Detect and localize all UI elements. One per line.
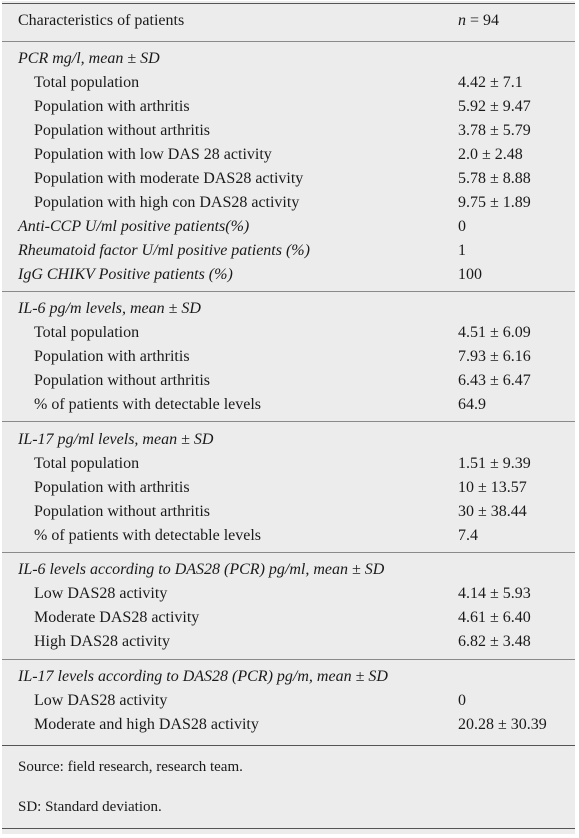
section-title-row: IL-6 levels according to DAS28 (PCR) pg/… [2, 558, 575, 582]
section-title: IL-6 levels according to DAS28 (PCR) pg/… [18, 561, 385, 578]
section-title-row: IL-6 pg/m levels, mean ± SD [2, 297, 575, 321]
section-title-row: IL-17 levels according to DAS28 (PCR) pg… [2, 665, 575, 689]
row-value: 0 [458, 692, 466, 709]
table-row: % of patients with detectable levels 7.4 [2, 524, 575, 548]
row-value: 4.51 ± 6.09 [458, 324, 531, 341]
row-value: 6.82 ± 3.48 [458, 633, 531, 650]
row-value: 10 ± 13.57 [458, 479, 527, 496]
table-row: Population without arthritis 6.43 ± 6.47 [2, 369, 575, 393]
section-title-row: PCR mg/l, mean ± SD [2, 47, 575, 71]
row-label: Population without arthritis [34, 372, 210, 389]
row-label: Population without arthritis [34, 122, 210, 139]
table-row: High DAS28 activity 6.82 ± 3.48 [2, 630, 575, 654]
footer-bottom-rule [2, 828, 575, 829]
row-value: 1 [458, 242, 466, 259]
row-value: 30 ± 38.44 [458, 503, 527, 520]
header-value-suffix: = 94 [466, 12, 500, 29]
row-value: 64.9 [458, 396, 486, 413]
row-value: 1.51 ± 9.39 [458, 455, 531, 472]
row-label: % of patients with detectable levels [34, 527, 262, 544]
row-value: 5.78 ± 8.88 [458, 170, 531, 187]
row-label: % of patients with detectable levels [34, 396, 262, 413]
table-row: Low DAS28 activity 4.14 ± 5.93 [2, 582, 575, 606]
row-value: 2.0 ± 2.48 [458, 146, 523, 163]
section-title: IL-17 levels according to DAS28 (PCR) pg… [18, 668, 388, 685]
row-label: High DAS28 activity [34, 633, 170, 650]
table-row: Population with arthritis 10 ± 13.57 [2, 476, 575, 500]
table-header-row: Characteristics of patients n = 94 [2, 9, 575, 33]
row-label: Moderate and high DAS28 activity [34, 716, 259, 733]
row-label: Population with arthritis [34, 348, 190, 365]
section-rule [2, 421, 575, 422]
header-value: n = 94 [458, 9, 499, 33]
row-label: Population with low DAS 28 activity [34, 146, 272, 163]
table-row: Anti-CCP U/ml positive patients(%) 0 [2, 215, 575, 239]
row-value: 4.61 ± 6.40 [458, 609, 531, 626]
row-label: Population with high con DAS28 activity [34, 194, 300, 211]
table-bottom-rule [2, 745, 575, 746]
header-rule [2, 41, 575, 42]
row-label: Total population [34, 455, 140, 472]
table-row: Total population 4.51 ± 6.09 [2, 321, 575, 345]
section-title: PCR mg/l, mean ± SD [18, 50, 160, 67]
row-label: Moderate DAS28 activity [34, 609, 200, 626]
row-value: 7.4 [458, 527, 478, 544]
header-value-prefix: n [458, 12, 466, 29]
table-row: IgG CHIKV Positive patients (%) 100 [2, 263, 575, 287]
row-label: Population with arthritis [34, 479, 190, 496]
table-row: Total population 1.51 ± 9.39 [2, 452, 575, 476]
table-row: Population with low DAS 28 activity 2.0 … [2, 143, 575, 167]
section-rule [2, 291, 575, 292]
header-label: Characteristics of patients [18, 12, 185, 29]
table-row: Total population 4.42 ± 7.1 [2, 71, 575, 95]
row-value: 4.14 ± 5.93 [458, 585, 531, 602]
row-label: Total population [34, 74, 140, 91]
row-label: IgG CHIKV Positive patients (%) [18, 266, 233, 283]
section-rule [2, 552, 575, 553]
sd-footnote: SD: Standard deviation. [18, 799, 162, 815]
row-label: Population with arthritis [34, 98, 190, 115]
row-label: Total population [34, 324, 140, 341]
table-row: % of patients with detectable levels 64.… [2, 393, 575, 417]
source-note: Source: field research, research team. [18, 759, 243, 775]
row-label: Population without arthritis [34, 503, 210, 520]
row-value: 3.78 ± 5.79 [458, 122, 531, 139]
row-value: 6.43 ± 6.47 [458, 372, 531, 389]
section-title-row: IL-17 pg/ml levels, mean ± SD [2, 428, 575, 452]
section-title: IL-17 pg/ml levels, mean ± SD [18, 431, 214, 448]
row-value: 4.42 ± 7.1 [458, 74, 523, 91]
table-row: Moderate and high DAS28 activity 20.28 ±… [2, 713, 575, 737]
table-row: Population with arthritis 5.92 ± 9.47 [2, 95, 575, 119]
section-rule [2, 659, 575, 660]
row-label: Low DAS28 activity [34, 692, 168, 709]
row-value: 0 [458, 218, 466, 235]
row-value: 5.92 ± 9.47 [458, 98, 531, 115]
row-label: Anti-CCP U/ml positive patients(%) [18, 218, 250, 235]
row-value: 7.93 ± 6.16 [458, 348, 531, 365]
table-row: Population without arthritis 3.78 ± 5.79 [2, 119, 575, 143]
table-row: Population without arthritis 30 ± 38.44 [2, 500, 575, 524]
table-row: Population with moderate DAS28 activity … [2, 167, 575, 191]
row-label: Rheumatoid factor U/ml positive patients… [18, 242, 310, 259]
table-row: Rheumatoid factor U/ml positive patients… [2, 239, 575, 263]
table-row: Low DAS28 activity 0 [2, 689, 575, 713]
table-row: Moderate DAS28 activity 4.61 ± 6.40 [2, 606, 575, 630]
row-value: 20.28 ± 30.39 [458, 716, 547, 733]
row-value: 9.75 ± 1.89 [458, 194, 531, 211]
row-label: Population with moderate DAS28 activity [34, 170, 304, 187]
section-title: IL-6 pg/m levels, mean ± SD [18, 300, 201, 317]
table-row: Population with arthritis 7.93 ± 6.16 [2, 345, 575, 369]
table-top-rule [2, 3, 575, 4]
row-value: 100 [458, 266, 482, 283]
row-label: Low DAS28 activity [34, 585, 168, 602]
table-row: Population with high con DAS28 activity … [2, 191, 575, 215]
